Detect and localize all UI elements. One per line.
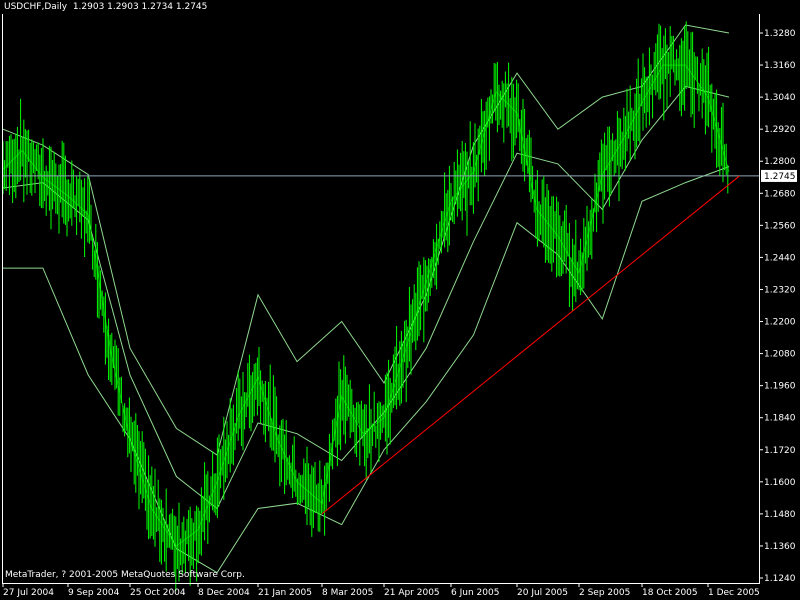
symbol-timeframe: USDCHF,Daily [4,2,68,12]
y-tick-label: 1.1240 [764,574,796,584]
y-tick-label: 1.2440 [764,253,796,263]
y-tick-label: 1.1480 [764,510,796,520]
x-tick-label: 27 Jul 2004 [3,588,54,598]
price-tag-box [761,169,797,182]
y-tick-label: 1.2200 [764,318,796,328]
y-tick-label: 1.2080 [764,350,796,360]
price-close-line [2,64,730,547]
chart-header: USDCHF,Daily 1.2903 1.2903 1.2734 1.2745 [4,2,207,12]
trendline[interactable] [321,175,740,515]
upper-band-line [2,24,730,456]
copyright-text: MetaTrader, ? 2001-2005 MetaQuotes Softw… [5,570,245,580]
current-price-tag: 1.2745 [761,169,797,182]
y-tick-label: 1.1360 [764,542,796,552]
price-tag-label: 1.2745 [764,172,796,182]
y-tick-label: 1.1600 [764,478,796,488]
x-tick-label: 8 Dec 2004 [198,588,250,598]
x-tick-label: 21 Jan 2005 [258,588,312,598]
x-tick-label: 8 Mar 2005 [322,588,373,598]
ohlc-values: 1.2903 1.2903 1.2734 1.2745 [72,2,208,12]
y-axis: 1.3280 1.3160 1.3040 1.2920 1.2800 1.2680 1.25… [759,29,796,584]
x-tick-label: 1 Dec 2005 [708,588,760,598]
x-tick-label: 18 Oct 2005 [642,588,698,598]
plot-frame [2,14,760,584]
x-tick-label: 9 Sep 2004 [68,588,120,598]
y-tick-label: 1.2320 [764,285,796,295]
y-tick-label: 1.3280 [764,29,796,39]
y-tick-label: 1.2800 [764,157,796,167]
x-tick-label: 6 Jun 2005 [451,588,499,598]
y-tick-label: 1.3160 [764,61,796,71]
y-tick-label: 1.2560 [764,221,796,231]
price-bars [2,21,730,591]
y-tick-label: 1.1720 [764,446,796,456]
x-axis: 27 Jul 2004 9 Sep 2004 25 Oct 2004 8 Dec 20… [2,583,760,598]
y-tick-label: 1.1840 [764,414,796,424]
x-tick-label: 21 Apr 2005 [384,588,440,598]
y-tick-label: 1.2680 [764,189,796,199]
y-tick-label: 1.2920 [764,125,796,135]
x-tick-label: 25 Oct 2004 [130,588,186,598]
y-tick-label: 1.3040 [764,93,796,103]
y-tick-label: 1.1960 [764,382,796,392]
x-tick-label: 20 Jul 2005 [517,588,568,598]
x-tick-label: 2 Sep 2005 [579,588,630,598]
